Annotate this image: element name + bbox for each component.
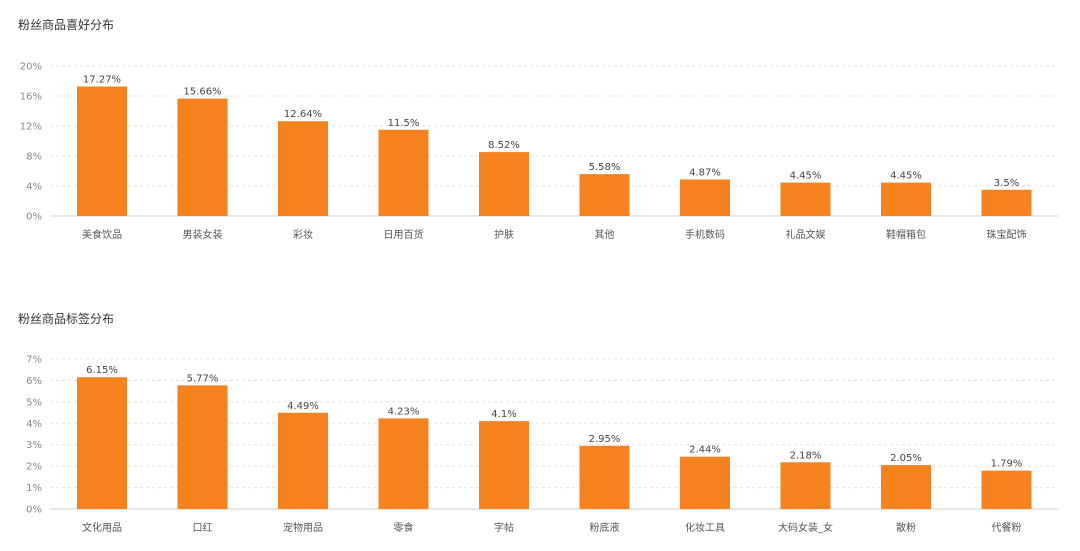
tags-bar bbox=[177, 385, 228, 509]
tags-bar bbox=[680, 456, 730, 509]
tags-category-label: 粉底液 bbox=[590, 521, 620, 534]
tags-y-tick-label: 1% bbox=[26, 483, 42, 494]
preference-bar bbox=[479, 152, 529, 216]
chart-title-tags: 粉丝商品标签分布 bbox=[18, 312, 115, 326]
tags-data-label: 6.15% bbox=[86, 365, 118, 376]
tags-category-label: 化妆工具 bbox=[685, 521, 725, 534]
preference-category-label: 护肤 bbox=[494, 228, 514, 241]
tags-bar bbox=[579, 445, 630, 509]
tags-category-label: 文化用品 bbox=[82, 521, 122, 534]
tags-category-label: 大码女装_女 bbox=[778, 521, 833, 534]
preference-data-label: 5.58% bbox=[589, 162, 621, 173]
preference-bar bbox=[579, 174, 630, 216]
preference-bar bbox=[780, 182, 831, 216]
tags-data-label: 4.49% bbox=[287, 401, 319, 412]
tags-data-label: 2.05% bbox=[890, 453, 922, 464]
tags-bar bbox=[881, 465, 931, 509]
preference-category-label: 彩妆 bbox=[293, 228, 313, 241]
preference-bar bbox=[177, 98, 228, 216]
tags-y-tick-label: 6% bbox=[26, 376, 42, 387]
tags-category-label: 代餐粉 bbox=[992, 521, 1022, 534]
preference-category-label: 珠宝配饰 bbox=[987, 228, 1027, 241]
preference-y-tick-label: 8% bbox=[26, 152, 42, 163]
preference-category-label: 其他 bbox=[595, 228, 615, 241]
preference-bar bbox=[77, 86, 127, 216]
preference-y-tick-label: 16% bbox=[20, 92, 42, 103]
preference-y-tick-label: 20% bbox=[20, 62, 42, 73]
preference-data-label: 17.27% bbox=[83, 74, 121, 85]
tags-data-label: 1.79% bbox=[991, 459, 1023, 470]
tags-y-tick-label: 0% bbox=[26, 505, 42, 516]
tags-data-label: 2.44% bbox=[689, 445, 721, 456]
tags-category-label: 口红 bbox=[193, 521, 213, 534]
preference-y-tick-label: 4% bbox=[26, 182, 42, 193]
tags-bar bbox=[780, 462, 831, 509]
preference-category-label: 鞋帽箱包 bbox=[886, 228, 926, 241]
preference-data-label: 11.5% bbox=[388, 118, 420, 129]
tags-bar bbox=[479, 421, 529, 509]
preference-category-label: 男装女装 bbox=[183, 228, 223, 241]
preference-data-label: 3.5% bbox=[994, 178, 1019, 189]
preference-y-tick-label: 0% bbox=[26, 212, 42, 223]
bar-chart-preference: 0% 4% 8% 12% 16% 20% 17.27% 美食饮品 15.66% 男装女装 12.64… bbox=[20, 62, 1058, 241]
tags-bar bbox=[981, 470, 1032, 509]
tags-y-tick-label: 3% bbox=[26, 440, 42, 451]
tags-data-label: 2.18% bbox=[790, 450, 822, 461]
tags-data-label: 4.23% bbox=[388, 406, 420, 417]
preference-bar bbox=[278, 121, 328, 216]
tags-y-tick-label: 2% bbox=[26, 462, 42, 473]
preference-data-label: 4.45% bbox=[890, 171, 922, 182]
preference-bar bbox=[881, 182, 931, 216]
preference-y-tick-label: 12% bbox=[20, 122, 42, 133]
tags-bar bbox=[278, 412, 328, 509]
tags-category-label: 散粉 bbox=[896, 521, 916, 534]
preference-bar bbox=[680, 179, 730, 216]
tags-y-tick-label: 4% bbox=[26, 419, 42, 430]
preference-data-label: 4.45% bbox=[790, 171, 822, 182]
tags-y-tick-label: 5% bbox=[26, 397, 42, 408]
tags-y-tick-label: 7% bbox=[26, 355, 42, 366]
tags-data-label: 4.1% bbox=[491, 409, 516, 420]
preference-bar bbox=[378, 129, 429, 216]
preference-category-label: 礼品文娱 bbox=[786, 228, 826, 241]
chart-title-preference: 粉丝商品喜好分布 bbox=[18, 18, 115, 32]
tags-data-label: 2.95% bbox=[589, 434, 621, 445]
tags-category-label: 零食 bbox=[394, 521, 414, 534]
preference-data-label: 8.52% bbox=[488, 140, 520, 151]
preference-bar bbox=[981, 189, 1032, 216]
preference-category-label: 手机数码 bbox=[685, 228, 725, 241]
preference-data-label: 12.64% bbox=[284, 109, 322, 120]
tags-bar bbox=[77, 377, 127, 509]
preference-data-label: 4.87% bbox=[689, 167, 721, 178]
tags-category-label: 宠物用品 bbox=[283, 521, 323, 534]
preference-data-label: 15.66% bbox=[183, 87, 221, 98]
preference-category-label: 日用百货 bbox=[384, 228, 424, 241]
preference-category-label: 美食饮品 bbox=[82, 228, 122, 241]
tags-category-label: 字帖 bbox=[494, 521, 514, 534]
tags-bar bbox=[378, 418, 429, 509]
tags-data-label: 5.77% bbox=[187, 373, 219, 384]
